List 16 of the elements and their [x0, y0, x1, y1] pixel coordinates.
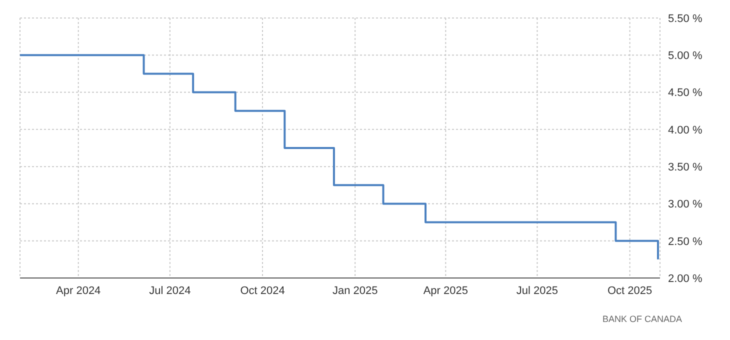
y-tick-label: 2.00 % [668, 272, 702, 285]
x-tick-label: Apr 2025 [423, 284, 468, 297]
x-tick-label: Apr 2024 [56, 284, 101, 297]
x-tick-label: Oct 2024 [240, 284, 285, 297]
x-tick-label: Jul 2024 [149, 284, 191, 297]
y-tick-label: 4.00 % [668, 124, 702, 136]
y-tick-label: 5.00 % [668, 50, 702, 62]
y-tick-label: 5.50 % [668, 12, 702, 25]
y-tick-label: 4.50 % [668, 87, 702, 100]
x-tick-label: Oct 2025 [607, 284, 652, 297]
x-tick-label: Jan 2025 [332, 284, 378, 297]
y-tick-label: 3.50 % [668, 161, 702, 174]
x-tick-label: Jul 2025 [516, 284, 558, 297]
y-tick-label: 3.00 % [668, 198, 702, 211]
text: BANK OF CANADA [602, 314, 682, 324]
y-tick-label: 2.50 % [668, 236, 702, 248]
